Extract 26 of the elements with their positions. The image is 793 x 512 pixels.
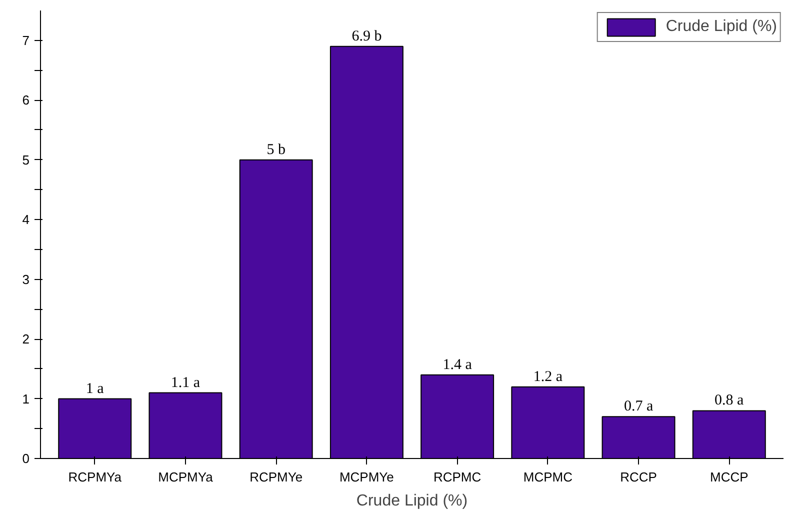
x-tick-label: RCPMYa xyxy=(68,470,122,484)
data-label: 6.9 b xyxy=(352,28,382,44)
y-tick-label: 1 xyxy=(22,391,30,406)
y-tick-label: 6 xyxy=(22,92,30,108)
data-label: 1.1 a xyxy=(170,374,200,391)
x-tick-label: MCCP xyxy=(710,470,748,484)
x-tick-label: RCPMC xyxy=(433,470,482,484)
data-label: 0.8 a xyxy=(714,392,744,409)
x-tick-label: RCPMYe xyxy=(250,470,303,484)
x-tick-label: MCPMC xyxy=(523,470,572,484)
data-label: 5 b xyxy=(266,142,286,158)
y-tick-label: 4 xyxy=(22,212,30,228)
x-tick-label: MCPMYe xyxy=(339,470,394,484)
y-tick-label: 7 xyxy=(22,32,30,48)
legend-label: Crude Lipid (%) xyxy=(666,18,777,36)
data-label: 1.4 a xyxy=(442,356,472,373)
y-tick-label: 3 xyxy=(22,272,30,287)
x-axis-title: Crude Lipid (%) xyxy=(356,492,468,510)
y-tick-label: 2 xyxy=(22,332,30,347)
data-label: 1 a xyxy=(86,380,104,397)
x-tick-label: MCPMYa xyxy=(158,470,214,484)
data-label: 1.2 a xyxy=(533,368,563,385)
y-tick-label: 0 xyxy=(22,451,30,466)
y-tick-label: 5 xyxy=(22,152,30,168)
data-label: 0.7 a xyxy=(624,398,654,415)
x-tick-label: RCCP xyxy=(620,470,657,484)
